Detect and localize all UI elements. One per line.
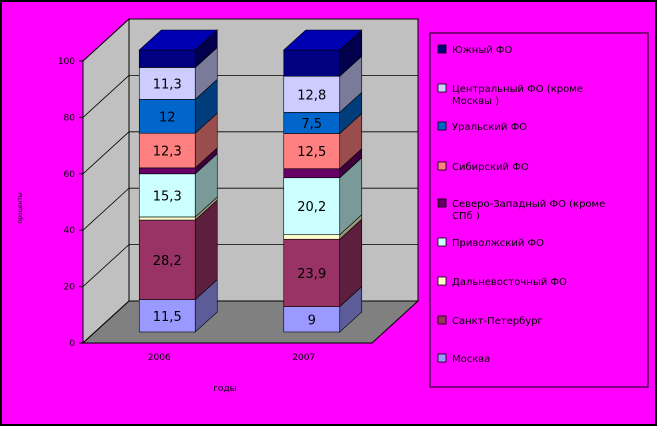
legend-label: Сибирский ФО [452,162,529,173]
data-label: 12,8 [297,88,326,103]
legend-swatch [437,161,447,171]
bar-segment [283,238,341,307]
data-label: 20,2 [297,200,326,215]
legend-label: Северо-Западный ФО (кроме СПб ) [452,199,605,222]
legend-label-line: Северо-Западный ФО (кроме [452,199,605,210]
bar-segment [138,219,196,300]
y-tick-label: 60 [64,170,76,180]
x-axis-label: годы [213,384,237,394]
y-tick-label: 0 [69,339,75,349]
legend-label: Центральный ФО (кроме Москвы ) [452,84,583,107]
data-label: 23,9 [297,267,326,282]
data-label: 15,3 [153,189,182,204]
legend-label: Уральский ФО [452,122,527,133]
bar-top [138,29,219,51]
y-axis: 0 20 40 60 80 100 [58,57,84,349]
bar-segment [283,75,341,113]
data-label: 7,5 [301,117,322,132]
y-axis-label: проценты [17,192,24,224]
bar-segment [283,306,341,333]
x-tick-label: 2006 [148,353,171,363]
bar-segment [283,177,341,236]
gridline [82,18,418,62]
legend-swatch [437,44,447,54]
y-tick-label: 20 [64,283,76,293]
y-tick-label: 40 [64,226,76,236]
x-tick-label: 2007 [292,353,315,363]
legend-swatch [437,198,447,208]
legend-swatch [437,83,447,93]
legend: Южный ФО Центральный ФО (кроме Москвы ) Ура… [429,32,649,388]
bar-top [282,29,363,51]
legend-swatch [437,276,447,286]
legend-box [429,32,649,388]
side-wall [82,17,130,345]
data-label: 11,3 [153,77,182,92]
data-label: 28,2 [153,254,182,269]
legend-label: Южный ФО [452,45,513,56]
data-label: 9 [308,313,316,328]
legend-label: Дальневосточный ФО [452,277,567,288]
floor [81,300,420,344]
y-tick-label: 100 [58,57,75,67]
legend-swatch [437,237,447,247]
legend-label: Москва [452,354,490,365]
bar-segment [283,168,341,179]
bar-segment [138,49,196,68]
legend-label-line: Москвы ) [452,96,499,107]
data-label: 12,3 [153,145,182,160]
legend-swatch [437,353,447,363]
data-label: 12,5 [297,145,326,160]
legend-label-line: Центральный ФО (кроме [452,84,583,95]
legend-label: Приволжский ФО [452,238,544,249]
bar-segment [138,173,196,218]
bars: 11,5 28,2 15,3 12,3 12 11,3 9 23,9 20,2 12,5 7,5 12… [138,29,363,333]
legend-label-line: СПб ) [452,211,480,222]
legend-swatch [437,121,447,131]
bar-segment [283,133,341,170]
y-tick-label: 80 [64,113,76,123]
bar-stack-2006: 11,5 28,2 15,3 12,3 12 11,3 [138,29,219,333]
bar-segment [138,132,196,169]
bar-stack-2007: 9 23,9 20,2 12,5 7,5 12,8 [282,29,363,333]
data-label: 12 [159,110,176,125]
bar-segment [283,49,341,77]
legend-swatch [437,315,447,325]
bar-segment [138,216,196,221]
bar-segment [138,167,196,175]
bar-segment [138,299,196,333]
data-label: 11,5 [153,310,182,325]
legend-label: Санкт-Петербург [452,316,543,327]
bar-segment [283,234,341,240]
plot-walls [81,17,420,345]
x-axis: 2006 2007 [83,342,372,363]
